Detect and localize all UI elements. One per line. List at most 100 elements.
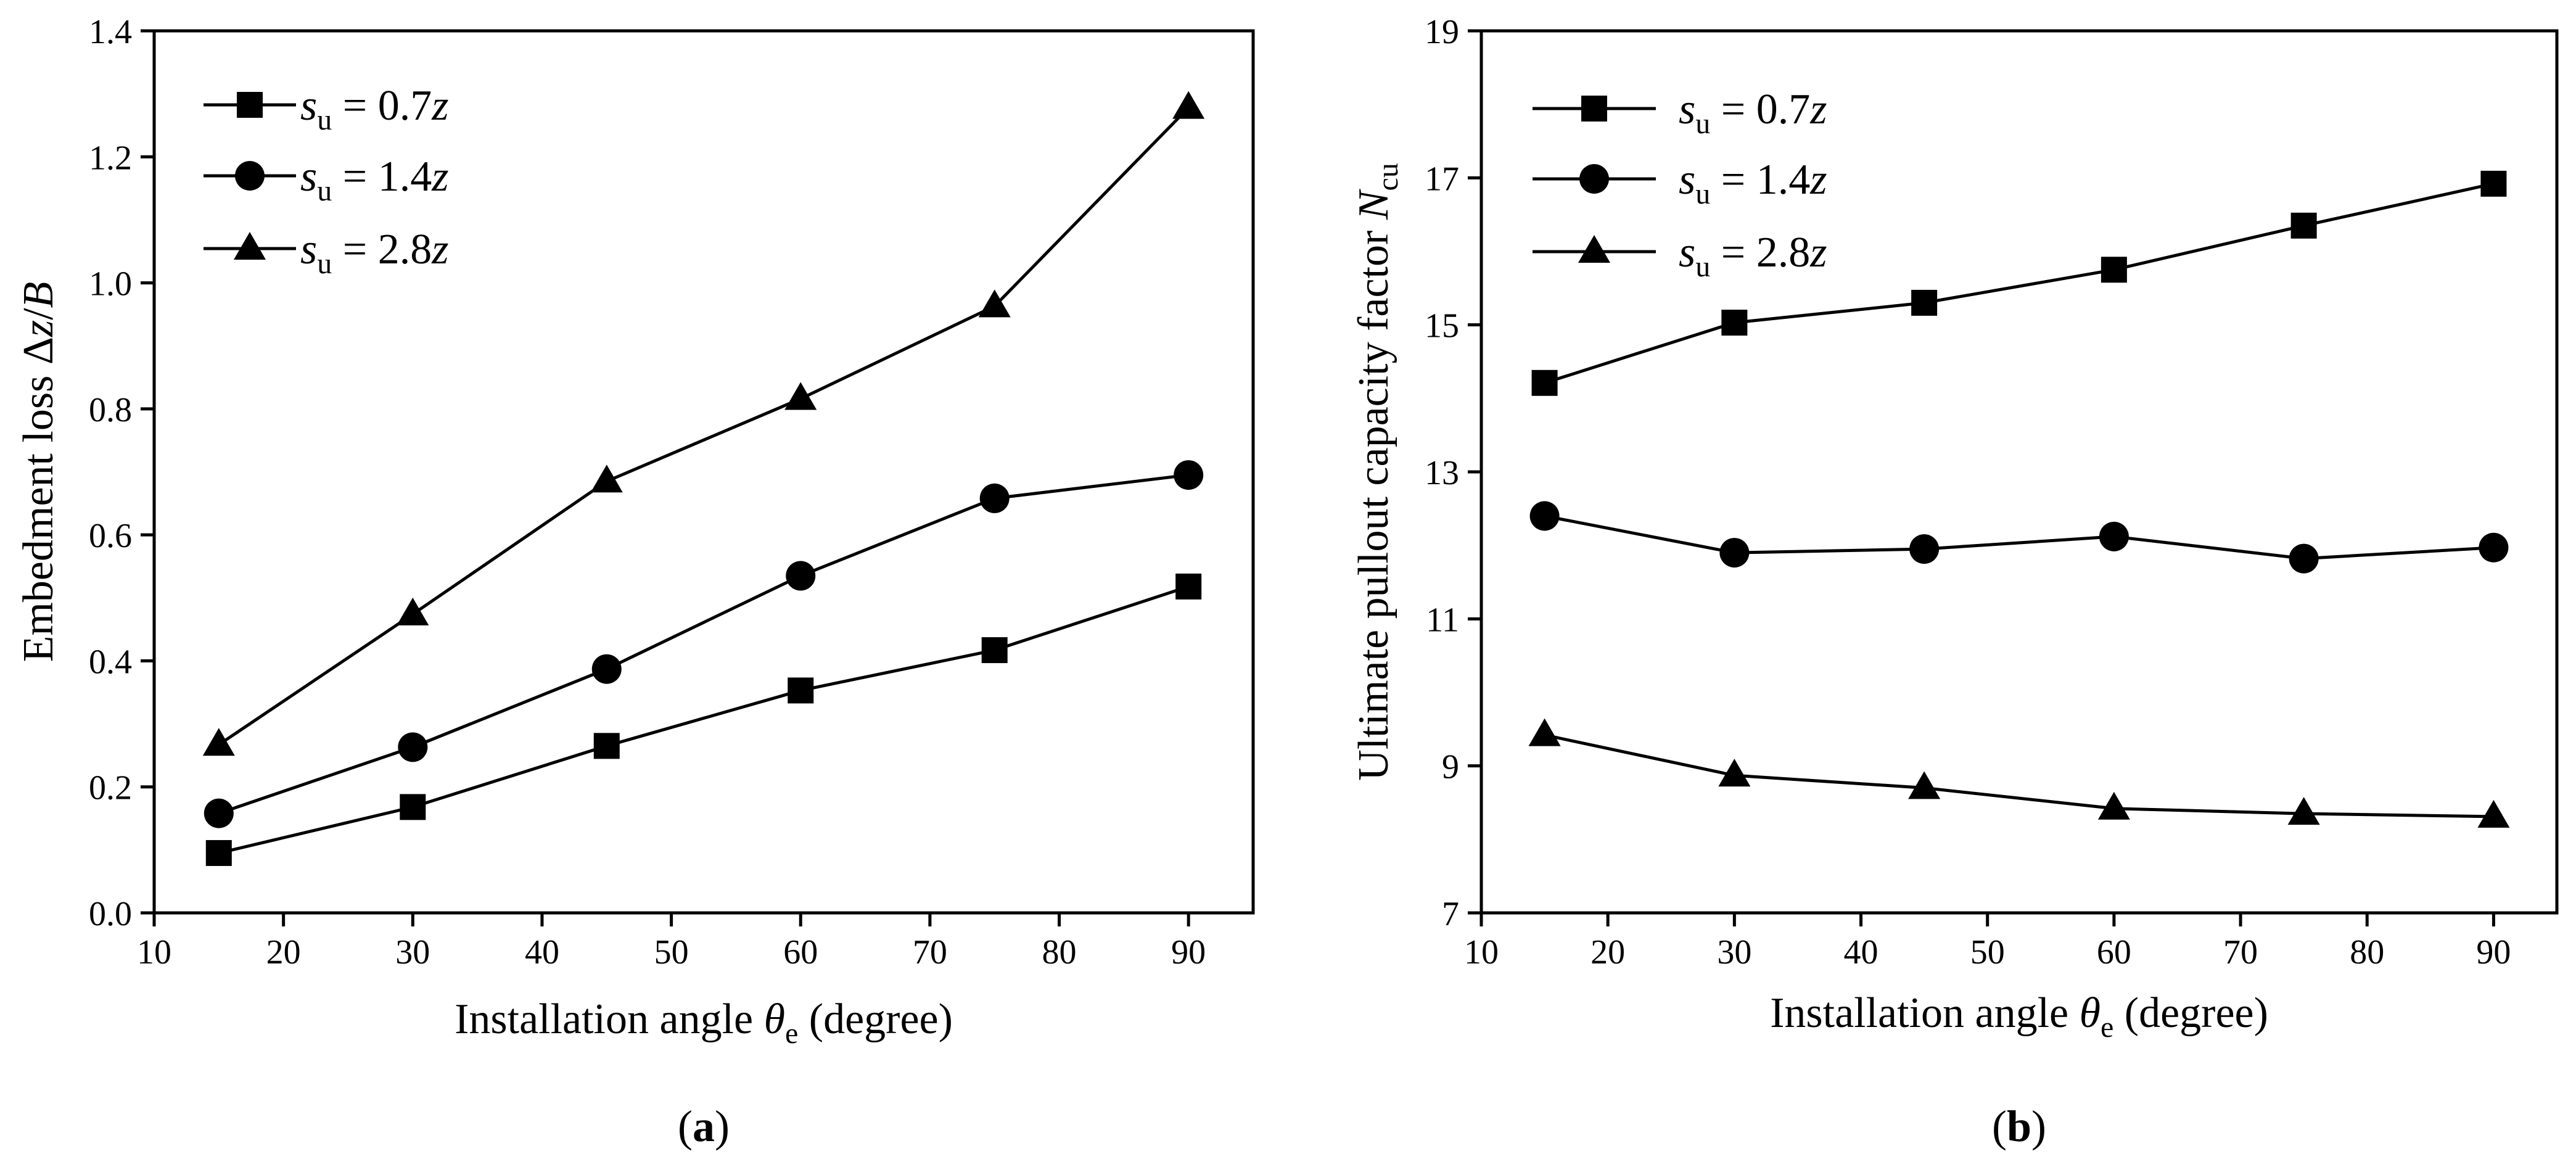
panel-b-ytick-label: 19 <box>1425 13 1459 51</box>
panel-b-series-1-point <box>1911 289 1938 316</box>
panel-a-ytick-label: 0.2 <box>89 769 132 807</box>
panel-a-series <box>202 91 1205 866</box>
panel-b-series-1-point <box>2290 212 2317 239</box>
panel-a-ytick-label: 1.4 <box>89 13 132 51</box>
panel-a-series-1-point <box>593 733 620 759</box>
panel-b-legend: su = 0.7z su = 1.4z su = 2.8z <box>1533 86 1827 283</box>
panel-a-plot-frame <box>152 29 1255 915</box>
panel-a-label: (a) <box>678 1102 730 1151</box>
panel-a-ytick-label: 0.8 <box>89 391 132 429</box>
panel-b-xtick-label: 60 <box>2097 933 2131 971</box>
panel-a-legend-entry-3: su = 2.8z <box>204 226 448 280</box>
panel-a-series-2-point <box>1174 460 1204 490</box>
panel-b: 10 20 30 40 50 60 70 80 90 7 9 11 13 15 17 19 Ultimate … <box>1350 13 2559 1151</box>
panel-a-xtick-label: 60 <box>783 933 818 971</box>
panel-a-series-3-point <box>397 597 429 625</box>
panel-b-label: (b) <box>1992 1102 2046 1151</box>
panel-b-xtick-label: 40 <box>1844 933 1879 971</box>
panel-b-ytick-label: 17 <box>1425 160 1459 198</box>
svg-text:su = 2.8z: su = 2.8z <box>1679 229 1827 283</box>
panel-b-legend-entry-1: su = 0.7z <box>1533 86 1827 140</box>
panel-b-legend-entry-2: su = 1.4z <box>1533 156 1827 210</box>
panel-a-series-2-line <box>218 473 1189 815</box>
panel-a-ytick-label: 1.2 <box>89 139 132 177</box>
panel-a-series-1-point <box>788 677 814 704</box>
panel-b-xtick-label: 80 <box>2350 933 2384 971</box>
panel-b-series <box>1528 170 2510 828</box>
panel-b-ytick-label: 13 <box>1425 454 1459 492</box>
panel-a-ytick-label: 0.6 <box>89 517 132 555</box>
panel-a-series-2-point <box>786 561 816 591</box>
panel-a-series-3-line <box>218 106 1190 746</box>
svg-text:su = 2.8z: su = 2.8z <box>300 226 448 280</box>
panel-a-ticks: 10 20 30 40 50 60 70 80 90 0.0 0.2 0.4 0.6 0.8 1.0 1.2 1… <box>89 13 1206 971</box>
panel-a-legend-entry-1: su = 0.7z <box>204 82 448 136</box>
panel-a-series-3-point <box>784 382 817 410</box>
panel-b-ytick-label: 7 <box>1442 895 1459 933</box>
panel-b-ytick-label: 15 <box>1425 307 1459 345</box>
panel-b-series-3-point <box>1908 771 1941 799</box>
panel-b-series-3-point <box>1528 718 1561 746</box>
svg-text:su = 0.7z: su = 0.7z <box>300 82 448 136</box>
panel-a-series-1-point <box>1175 573 1202 600</box>
panel-b-xtick-label: 10 <box>1464 933 1499 971</box>
panel-a-series-2-point <box>591 654 622 684</box>
panel-a-legend-entry-2: su = 1.4z <box>204 153 448 207</box>
panel-b-series-3-point <box>1718 759 1751 787</box>
panel-a-series-2-point <box>204 798 234 828</box>
panel-b-series-2-point <box>2099 521 2129 551</box>
panel-a-series-3-point <box>202 728 235 756</box>
panel-a-series-2-point <box>398 732 428 762</box>
panel-a-ytick-label: 0.4 <box>89 643 132 681</box>
panel-b-ticks: 10 20 30 40 50 60 70 80 90 7 9 11 13 15 17 19 <box>1425 13 2511 971</box>
panel-b-series-3-point <box>2477 799 2510 828</box>
panel-a-ytick-label: 0.0 <box>89 895 132 933</box>
panel-a-series-1-line <box>218 585 1189 855</box>
panel-a-series-2-point <box>979 483 1010 513</box>
panel-b-ytick-label: 11 <box>1426 601 1459 639</box>
panel-b-series-2-point <box>1909 534 1940 564</box>
panel-b-series-1-line <box>1544 182 2494 385</box>
svg-text:su = 1.4z: su = 1.4z <box>300 153 448 207</box>
panel-a-xtick-label: 20 <box>266 933 301 971</box>
panel-b-ylabel: Ultimate pullout capacity factor Ncu <box>1350 163 1404 781</box>
panel-b-xlabel: Installation angle θe (degree) <box>1770 989 2268 1044</box>
panel-a-series-3-point <box>978 289 1011 318</box>
panel-a-legend: su = 0.7z su = 1.4z su = 2.8z <box>204 82 448 280</box>
panel-a-xtick-label: 40 <box>525 933 559 971</box>
svg-text:su = 1.4z: su = 1.4z <box>1679 156 1827 210</box>
panel-b-xtick-label: 70 <box>2223 933 2258 971</box>
panel-b-series-2-line <box>1544 514 2494 561</box>
panel-b-plot-frame <box>1479 29 2559 915</box>
panel-a-ylabel: Embedment loss Δz/B <box>15 282 62 662</box>
panel-a-series-1-point <box>400 794 426 820</box>
panel-a-xtick-label: 10 <box>137 933 171 971</box>
panel-a-series-3-point <box>590 464 623 493</box>
panel-b-series-2-point <box>2289 543 2319 574</box>
panel-b-xtick-label: 20 <box>1590 933 1625 971</box>
panel-b-series-3-line <box>1544 733 2494 819</box>
panel-b-xtick-label: 90 <box>2476 933 2511 971</box>
panel-a-ytick-label: 1.0 <box>89 265 132 303</box>
panel-a: 10 20 30 40 50 60 70 80 90 0.0 0.2 0.4 0.6 0.8 1.0 1.2 1… <box>15 13 1255 1151</box>
panel-b-series-1-point <box>1721 310 1748 336</box>
panel-b-series-1-point <box>2101 257 2127 283</box>
panel-b-series-2-point <box>1529 501 1560 531</box>
panel-a-xtick-label: 80 <box>1042 933 1077 971</box>
panel-b-series-1-point <box>2480 170 2507 197</box>
panel-b-series-3-point <box>2287 797 2320 825</box>
panel-a-xtick-label: 90 <box>1171 933 1206 971</box>
panel-b-legend-entry-3: su = 2.8z <box>1533 229 1827 283</box>
panel-b-ytick-label: 9 <box>1442 748 1459 786</box>
panel-b-series-2-point <box>1719 538 1750 568</box>
panel-a-series-1-point <box>981 637 1008 664</box>
panel-a-xtick-label: 70 <box>913 933 947 971</box>
panel-a-series-1-point <box>205 839 232 866</box>
panel-a-xtick-label: 50 <box>654 933 689 971</box>
panel-b-series-2-point <box>2479 532 2509 563</box>
panel-a-series-3-point <box>1172 91 1205 119</box>
svg-text:su = 0.7z: su = 0.7z <box>1679 86 1827 140</box>
panel-a-xtick-label: 30 <box>395 933 430 971</box>
panel-b-xtick-label: 50 <box>1970 933 2005 971</box>
